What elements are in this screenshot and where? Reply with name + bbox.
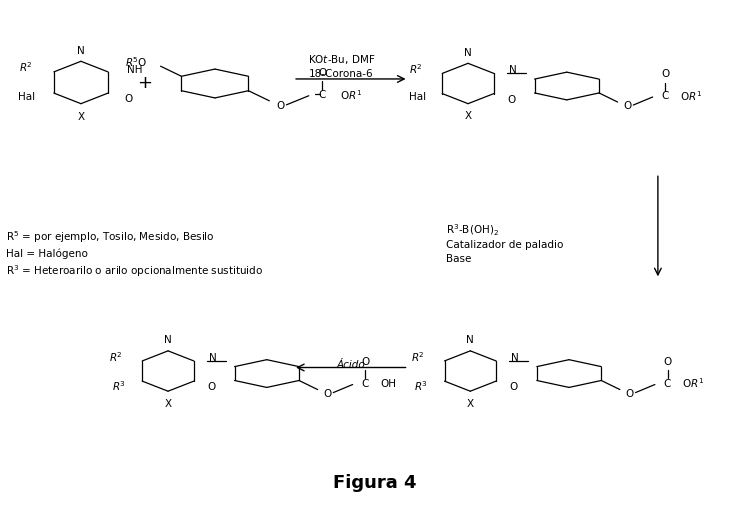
Text: O: O <box>623 101 632 111</box>
Text: C: C <box>319 90 326 100</box>
Text: N: N <box>466 334 474 345</box>
Text: O: O <box>207 381 215 391</box>
Text: $R^5$O: $R^5$O <box>124 55 147 69</box>
Text: O: O <box>318 68 326 78</box>
Text: O: O <box>626 388 634 398</box>
Text: Figura 4: Figura 4 <box>333 473 417 491</box>
Text: Base: Base <box>446 253 471 264</box>
Text: OH: OH <box>380 378 396 388</box>
Text: O: O <box>507 95 515 104</box>
Text: $R^2$: $R^2$ <box>411 349 425 363</box>
Text: X: X <box>464 111 472 121</box>
Text: O: O <box>362 356 370 366</box>
Text: O$R^1$: O$R^1$ <box>682 376 704 390</box>
Text: N: N <box>209 352 217 362</box>
Text: +: + <box>136 74 152 92</box>
Text: O: O <box>124 94 133 104</box>
Text: O: O <box>664 356 672 366</box>
Text: O$R^1$: O$R^1$ <box>680 89 702 103</box>
Text: O: O <box>276 101 284 110</box>
Text: X: X <box>164 398 172 408</box>
Text: X: X <box>77 111 85 122</box>
Text: X: X <box>466 398 474 408</box>
Text: $R^3$: $R^3$ <box>112 379 126 392</box>
Text: O$R^1$: O$R^1$ <box>340 88 362 101</box>
Text: $R^2$: $R^2$ <box>409 62 423 76</box>
Text: $R^2$: $R^2$ <box>109 349 123 363</box>
Text: C: C <box>362 378 369 388</box>
Text: R$^3$-B(OH)$_2$: R$^3$-B(OH)$_2$ <box>446 222 499 238</box>
Text: Hal: Hal <box>409 92 426 102</box>
Text: C: C <box>662 91 669 101</box>
Text: O: O <box>509 381 518 391</box>
Text: N: N <box>511 352 519 362</box>
Text: N: N <box>509 65 517 75</box>
Text: KO$t$-Bu, DMF: KO$t$-Bu, DMF <box>308 52 375 66</box>
Text: $R^2$: $R^2$ <box>20 60 33 74</box>
Text: NH: NH <box>127 65 142 75</box>
Text: N: N <box>464 48 472 58</box>
Text: $R^3$: $R^3$ <box>414 379 428 392</box>
Text: Hal: Hal <box>18 92 35 101</box>
Text: O: O <box>662 69 670 79</box>
Text: Ácido: Ácido <box>337 359 365 369</box>
Text: Catalizador de paladio: Catalizador de paladio <box>446 239 563 249</box>
Text: C: C <box>664 378 671 388</box>
Text: N: N <box>77 46 85 55</box>
Text: Hal = Halógeno: Hal = Halógeno <box>7 248 88 259</box>
Text: N: N <box>164 334 172 345</box>
Text: R$^3$ = Heteroarilo o arilo opcionalmente sustituido: R$^3$ = Heteroarilo o arilo opcionalment… <box>7 262 264 278</box>
Text: 18-Corona-6: 18-Corona-6 <box>309 69 374 79</box>
Text: O: O <box>323 388 332 398</box>
Text: R$^5$ = por ejemplo, Tosilo, Mesido, Besilo: R$^5$ = por ejemplo, Tosilo, Mesido, Bes… <box>7 229 215 245</box>
